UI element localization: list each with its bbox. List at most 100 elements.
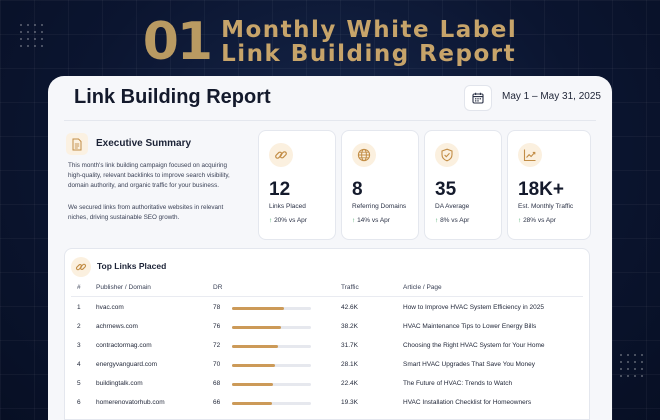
row-number: 1 [77, 304, 81, 311]
dr-value: 70 [213, 361, 221, 368]
hero-banner: 01 Monthly White Label Link Building Rep… [0, 12, 660, 72]
stat-change: ↑ 8% vs Apr [435, 217, 469, 224]
traffic-value: 22.4K [341, 380, 358, 387]
article-title[interactable]: HVAC Maintenance Tips to Lower Energy Bi… [403, 323, 537, 330]
row-number: 4 [77, 361, 81, 368]
row-number: 5 [77, 380, 81, 387]
arrow-up-icon: ↑ [435, 217, 439, 224]
header-divider [64, 120, 596, 121]
dr-bar [232, 345, 311, 348]
date-picker-button[interactable] [464, 85, 492, 111]
dr-bar-fill [232, 364, 275, 367]
dr-bar [232, 402, 311, 405]
article-title[interactable]: Choosing the Right HVAC System for Your … [403, 342, 545, 349]
stat-card-referring-domains: 8 Referring Domains ↑ 14% vs Apr [341, 130, 419, 240]
shield-icon [435, 143, 459, 167]
arrow-up-icon: ↑ [269, 217, 273, 224]
dr-bar-fill [232, 345, 278, 348]
traffic-value: 28.1K [341, 361, 358, 368]
stat-card-links-placed: 12 Links Placed ↑ 20% vs Apr [258, 130, 336, 240]
traffic-value: 19.3K [341, 399, 358, 406]
table-row[interactable]: 4 energyvanguard.com 70 28.1K Smart HVAC Upg… [65, 356, 589, 375]
dr-value: 78 [213, 304, 221, 311]
stat-value: 8 [352, 179, 363, 200]
arrow-up-icon: ↑ [518, 217, 522, 224]
publisher-domain[interactable]: hvac.com [96, 304, 124, 311]
table-row[interactable]: 1 hvac.com 78 42.6K How to Improve HVAC Syst… [65, 299, 589, 318]
trend-chart-icon [518, 143, 542, 167]
row-number: 3 [77, 342, 81, 349]
globe-icon [352, 143, 376, 167]
link-icon [269, 143, 293, 167]
arrow-up-icon: ↑ [352, 217, 356, 224]
traffic-value: 42.6K [341, 304, 358, 311]
publisher-domain[interactable]: achrnews.com [96, 323, 138, 330]
column-header-publisher: Publisher / Domain [96, 284, 151, 291]
dr-bar [232, 326, 311, 329]
publisher-domain[interactable]: contractormag.com [96, 342, 152, 349]
dr-value: 76 [213, 323, 221, 330]
report-card: Link Building Report May 1 – May 31, 202… [48, 76, 612, 420]
stat-change: ↑ 20% vs Apr [269, 217, 307, 224]
hero-title-line1: Monthly White Label [221, 17, 518, 43]
stat-label: Est. Monthly Traffic [518, 203, 574, 210]
dr-bar-fill [232, 383, 274, 386]
top-links-table: Top Links Placed # Publisher / Domain DR… [64, 248, 590, 420]
page-title: Link Building Report [74, 86, 271, 108]
dr-bar [232, 383, 311, 386]
stat-label: Links Placed [269, 203, 306, 210]
article-title[interactable]: Smart HVAC Upgrades That Save You Money [403, 361, 535, 368]
table-row[interactable]: 2 achrnews.com 76 38.2K HVAC Maintenance Tip… [65, 318, 589, 337]
date-range: May 1 – May 31, 2025 [502, 91, 601, 102]
stat-change: ↑ 14% vs Apr [352, 217, 390, 224]
row-number: 6 [77, 399, 81, 406]
publisher-domain[interactable]: homerenovatorhub.com [96, 399, 165, 406]
header-divider [71, 296, 583, 297]
stat-change-text: 20% vs Apr [274, 217, 307, 224]
hero-title-line2: Link Building Report [221, 41, 517, 67]
dr-value: 68 [213, 380, 221, 387]
dr-bar-fill [232, 307, 285, 310]
row-number: 2 [77, 323, 81, 330]
dr-bar-fill [232, 402, 272, 405]
stat-value: 35 [435, 179, 457, 200]
article-title[interactable]: The Future of HVAC: Trends to Watch [403, 380, 513, 387]
hero-number: 01 [142, 12, 213, 72]
summary-paragraph: We secured links from authoritative webs… [68, 204, 224, 221]
calendar-icon [472, 92, 484, 104]
publisher-domain[interactable]: energyvanguard.com [96, 361, 158, 368]
hero-title: Monthly White Label Link Building Report [221, 18, 517, 66]
traffic-value: 38.2K [341, 323, 358, 330]
traffic-value: 31.7K [341, 342, 358, 349]
stat-change-text: 8% vs Apr [440, 217, 470, 224]
dr-value: 66 [213, 399, 221, 406]
stat-label: Referring Domains [352, 203, 407, 210]
stat-change-text: 28% vs Apr [523, 217, 556, 224]
article-title[interactable]: HVAC Installation Checklist for Homeowne… [403, 399, 532, 406]
decorative-dots [620, 354, 646, 380]
summary-paragraph: This month's link building campaign focu… [68, 162, 230, 189]
document-icon [66, 133, 88, 155]
executive-summary: Executive Summary This month's link buil… [64, 130, 250, 260]
link-icon [71, 257, 91, 277]
summary-title: Executive Summary [96, 138, 192, 149]
column-header-article: Article / Page [403, 284, 442, 291]
stat-card-da-average: 35 DA Average ↑ 8% vs Apr [424, 130, 502, 240]
dr-bar [232, 364, 311, 367]
table-row[interactable]: 3 contractormag.com 72 31.7K Choosing the Ri… [65, 337, 589, 356]
article-title[interactable]: How to Improve HVAC System Efficiency in… [403, 304, 545, 311]
stat-label: DA Average [435, 203, 470, 210]
table-row[interactable]: 6 homerenovatorhub.com 66 19.3K HVAC Install… [65, 394, 589, 413]
stat-change: ↑ 28% vs Apr [518, 217, 556, 224]
report-header: Link Building Report May 1 – May 31, 202… [48, 76, 612, 120]
stat-card-monthly-traffic: 18K+ Est. Monthly Traffic ↑ 28% vs Apr [507, 130, 591, 240]
table-title: Top Links Placed [97, 261, 167, 271]
column-header-number: # [77, 284, 81, 291]
column-header-traffic: Traffic [341, 284, 359, 291]
dr-bar [232, 307, 311, 310]
publisher-domain[interactable]: buildingtalk.com [96, 380, 143, 387]
dr-value: 72 [213, 342, 221, 349]
stat-change-text: 14% vs Apr [357, 217, 390, 224]
stat-value: 12 [269, 179, 291, 200]
table-row[interactable]: 5 buildingtalk.com 68 22.4K The Future of HV… [65, 375, 589, 394]
